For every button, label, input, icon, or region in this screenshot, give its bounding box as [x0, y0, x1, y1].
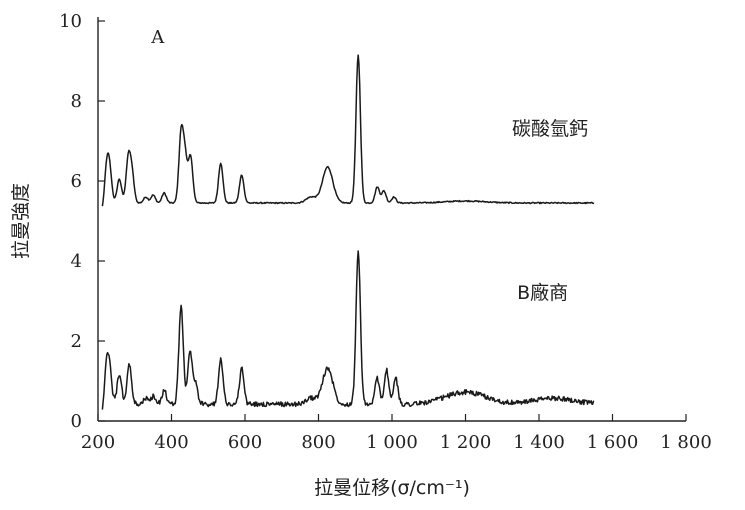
- y-tick-label: 10: [59, 11, 82, 32]
- x-tick-label: 800: [301, 432, 335, 453]
- y-tick-label: 2: [71, 331, 82, 352]
- series-line-0: [101, 54, 595, 207]
- x-tick-label: 1 000: [366, 432, 418, 453]
- series-annotation-0: 碳酸氫鈣: [512, 118, 588, 140]
- x-axis-title: 拉曼位移(σ/cm⁻¹): [314, 477, 470, 499]
- series-line-1: [101, 250, 595, 410]
- x-tick-label: 200: [81, 432, 115, 453]
- y-tick-label: 0: [71, 411, 82, 432]
- y-tick-label: 4: [71, 251, 82, 272]
- y-axis-ticks: 0 2 4 6 8 10: [59, 11, 105, 432]
- x-axis-ticks: 200 400 600 800 1 000 1 200 1 400 1 600 1 800: [81, 414, 712, 453]
- x-tick-label: 1 800: [660, 432, 712, 453]
- x-tick-label: 600: [228, 432, 262, 453]
- annotation-layer: 碳酸氫鈣 B廠商: [512, 118, 588, 304]
- y-axis-title: 拉曼強度: [10, 183, 32, 259]
- y-tick-label: 8: [71, 91, 82, 112]
- x-tick-label: 1 200: [440, 432, 492, 453]
- x-tick-label: 1 600: [587, 432, 639, 453]
- panel-label: A: [150, 27, 165, 48]
- y-tick-label: 6: [71, 171, 82, 192]
- series-layer: [101, 54, 595, 410]
- x-tick-label: 1 400: [513, 432, 565, 453]
- x-tick-label: 400: [154, 432, 188, 453]
- series-annotation-1: B廠商: [517, 281, 568, 304]
